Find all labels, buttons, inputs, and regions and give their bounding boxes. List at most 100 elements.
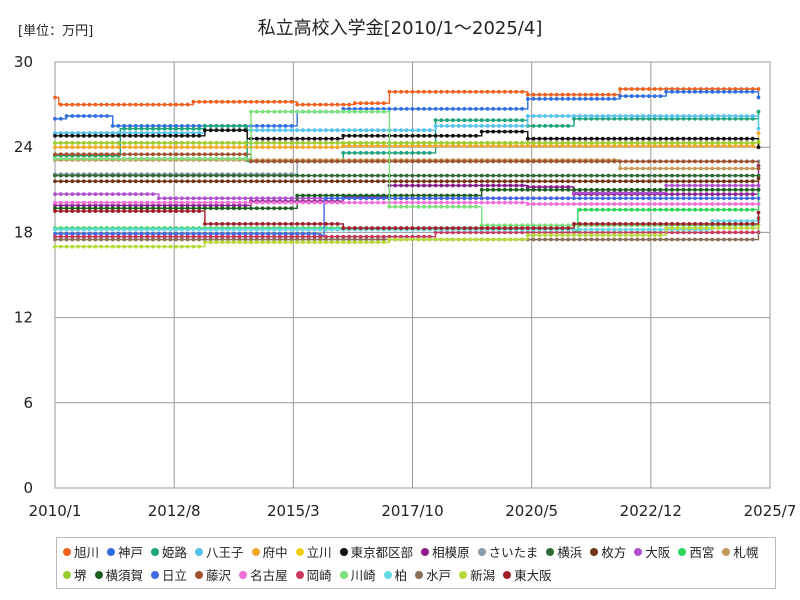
data-point xyxy=(260,136,265,141)
data-point xyxy=(635,196,640,201)
data-point xyxy=(549,226,553,231)
data-point xyxy=(416,200,421,205)
data-point xyxy=(301,196,305,201)
data-point xyxy=(508,141,513,145)
data-point xyxy=(681,87,686,91)
data-point xyxy=(133,173,138,178)
data-point xyxy=(629,116,634,121)
data-point xyxy=(698,179,703,184)
data-point xyxy=(433,230,438,235)
data-point xyxy=(87,203,92,208)
data-point xyxy=(704,179,709,184)
data-point xyxy=(266,128,271,133)
data-point xyxy=(485,237,490,242)
data-point xyxy=(445,118,449,123)
data-point xyxy=(139,133,144,138)
data-point xyxy=(750,141,755,145)
data-point xyxy=(693,202,697,206)
legend-label: 川崎 xyxy=(350,568,376,583)
data-point xyxy=(180,124,184,128)
data-point xyxy=(427,196,432,201)
data-point xyxy=(226,141,230,145)
data-point xyxy=(312,109,317,114)
data-point xyxy=(364,107,369,111)
data-point xyxy=(410,173,415,178)
data-point xyxy=(329,102,334,107)
data-point xyxy=(514,107,519,111)
legend-label: 名古屋 xyxy=(250,568,288,583)
data-point xyxy=(145,244,150,249)
data-point xyxy=(99,133,103,138)
data-point xyxy=(589,196,594,201)
data-point xyxy=(543,196,547,201)
data-point xyxy=(231,203,236,208)
data-point xyxy=(635,202,640,206)
data-point xyxy=(549,159,553,164)
data-point xyxy=(249,159,253,164)
data-point xyxy=(312,237,317,242)
data-point xyxy=(191,237,196,242)
data-point xyxy=(168,196,173,201)
data-point xyxy=(208,152,213,157)
data-point xyxy=(652,227,657,232)
legend-label: 横須賀 xyxy=(105,568,144,583)
data-point xyxy=(675,226,680,231)
data-point xyxy=(76,237,80,242)
data-point xyxy=(364,101,369,106)
data-point xyxy=(87,200,92,205)
data-point xyxy=(468,230,473,235)
data-point xyxy=(750,173,755,178)
data-point xyxy=(404,159,409,164)
data-point xyxy=(105,203,109,208)
data-point xyxy=(595,92,599,97)
data-point xyxy=(451,118,455,123)
data-point xyxy=(341,179,346,184)
data-point xyxy=(341,240,346,245)
data-point xyxy=(145,141,150,145)
data-point xyxy=(272,196,276,201)
data-point xyxy=(306,193,311,198)
data-point xyxy=(525,230,530,235)
data-point xyxy=(745,202,749,206)
legend-marker-icon xyxy=(459,570,468,579)
data-point xyxy=(606,196,611,201)
data-point xyxy=(283,206,288,211)
data-point xyxy=(168,156,173,161)
data-point xyxy=(468,89,473,94)
data-point xyxy=(525,143,530,148)
data-point xyxy=(260,200,265,205)
data-point xyxy=(116,102,121,107)
data-point xyxy=(122,206,127,211)
data-point xyxy=(180,237,184,242)
data-point xyxy=(64,209,69,214)
data-point xyxy=(301,173,305,178)
data-point xyxy=(427,226,432,231)
data-point xyxy=(549,196,553,201)
data-point xyxy=(508,107,513,111)
data-point xyxy=(606,222,611,226)
data-point xyxy=(364,193,369,198)
data-point xyxy=(191,209,196,214)
data-point xyxy=(606,92,611,97)
data-point xyxy=(647,237,651,242)
data-point xyxy=(756,139,761,144)
data-point xyxy=(462,230,467,235)
data-point xyxy=(589,141,594,145)
data-point xyxy=(174,145,179,150)
data-point xyxy=(283,240,288,245)
data-point xyxy=(543,159,547,164)
data-point xyxy=(560,223,565,228)
data-point xyxy=(283,124,288,128)
legend-item: 旭川 xyxy=(63,542,99,561)
data-point xyxy=(635,173,640,178)
data-point xyxy=(623,187,628,192)
data-point xyxy=(266,196,271,201)
data-point xyxy=(266,179,271,184)
data-point xyxy=(381,173,386,178)
data-point xyxy=(64,133,69,138)
data-point xyxy=(675,114,680,118)
data-point xyxy=(502,129,507,134)
data-point xyxy=(151,131,155,135)
data-point xyxy=(520,107,524,111)
data-point xyxy=(364,179,369,184)
